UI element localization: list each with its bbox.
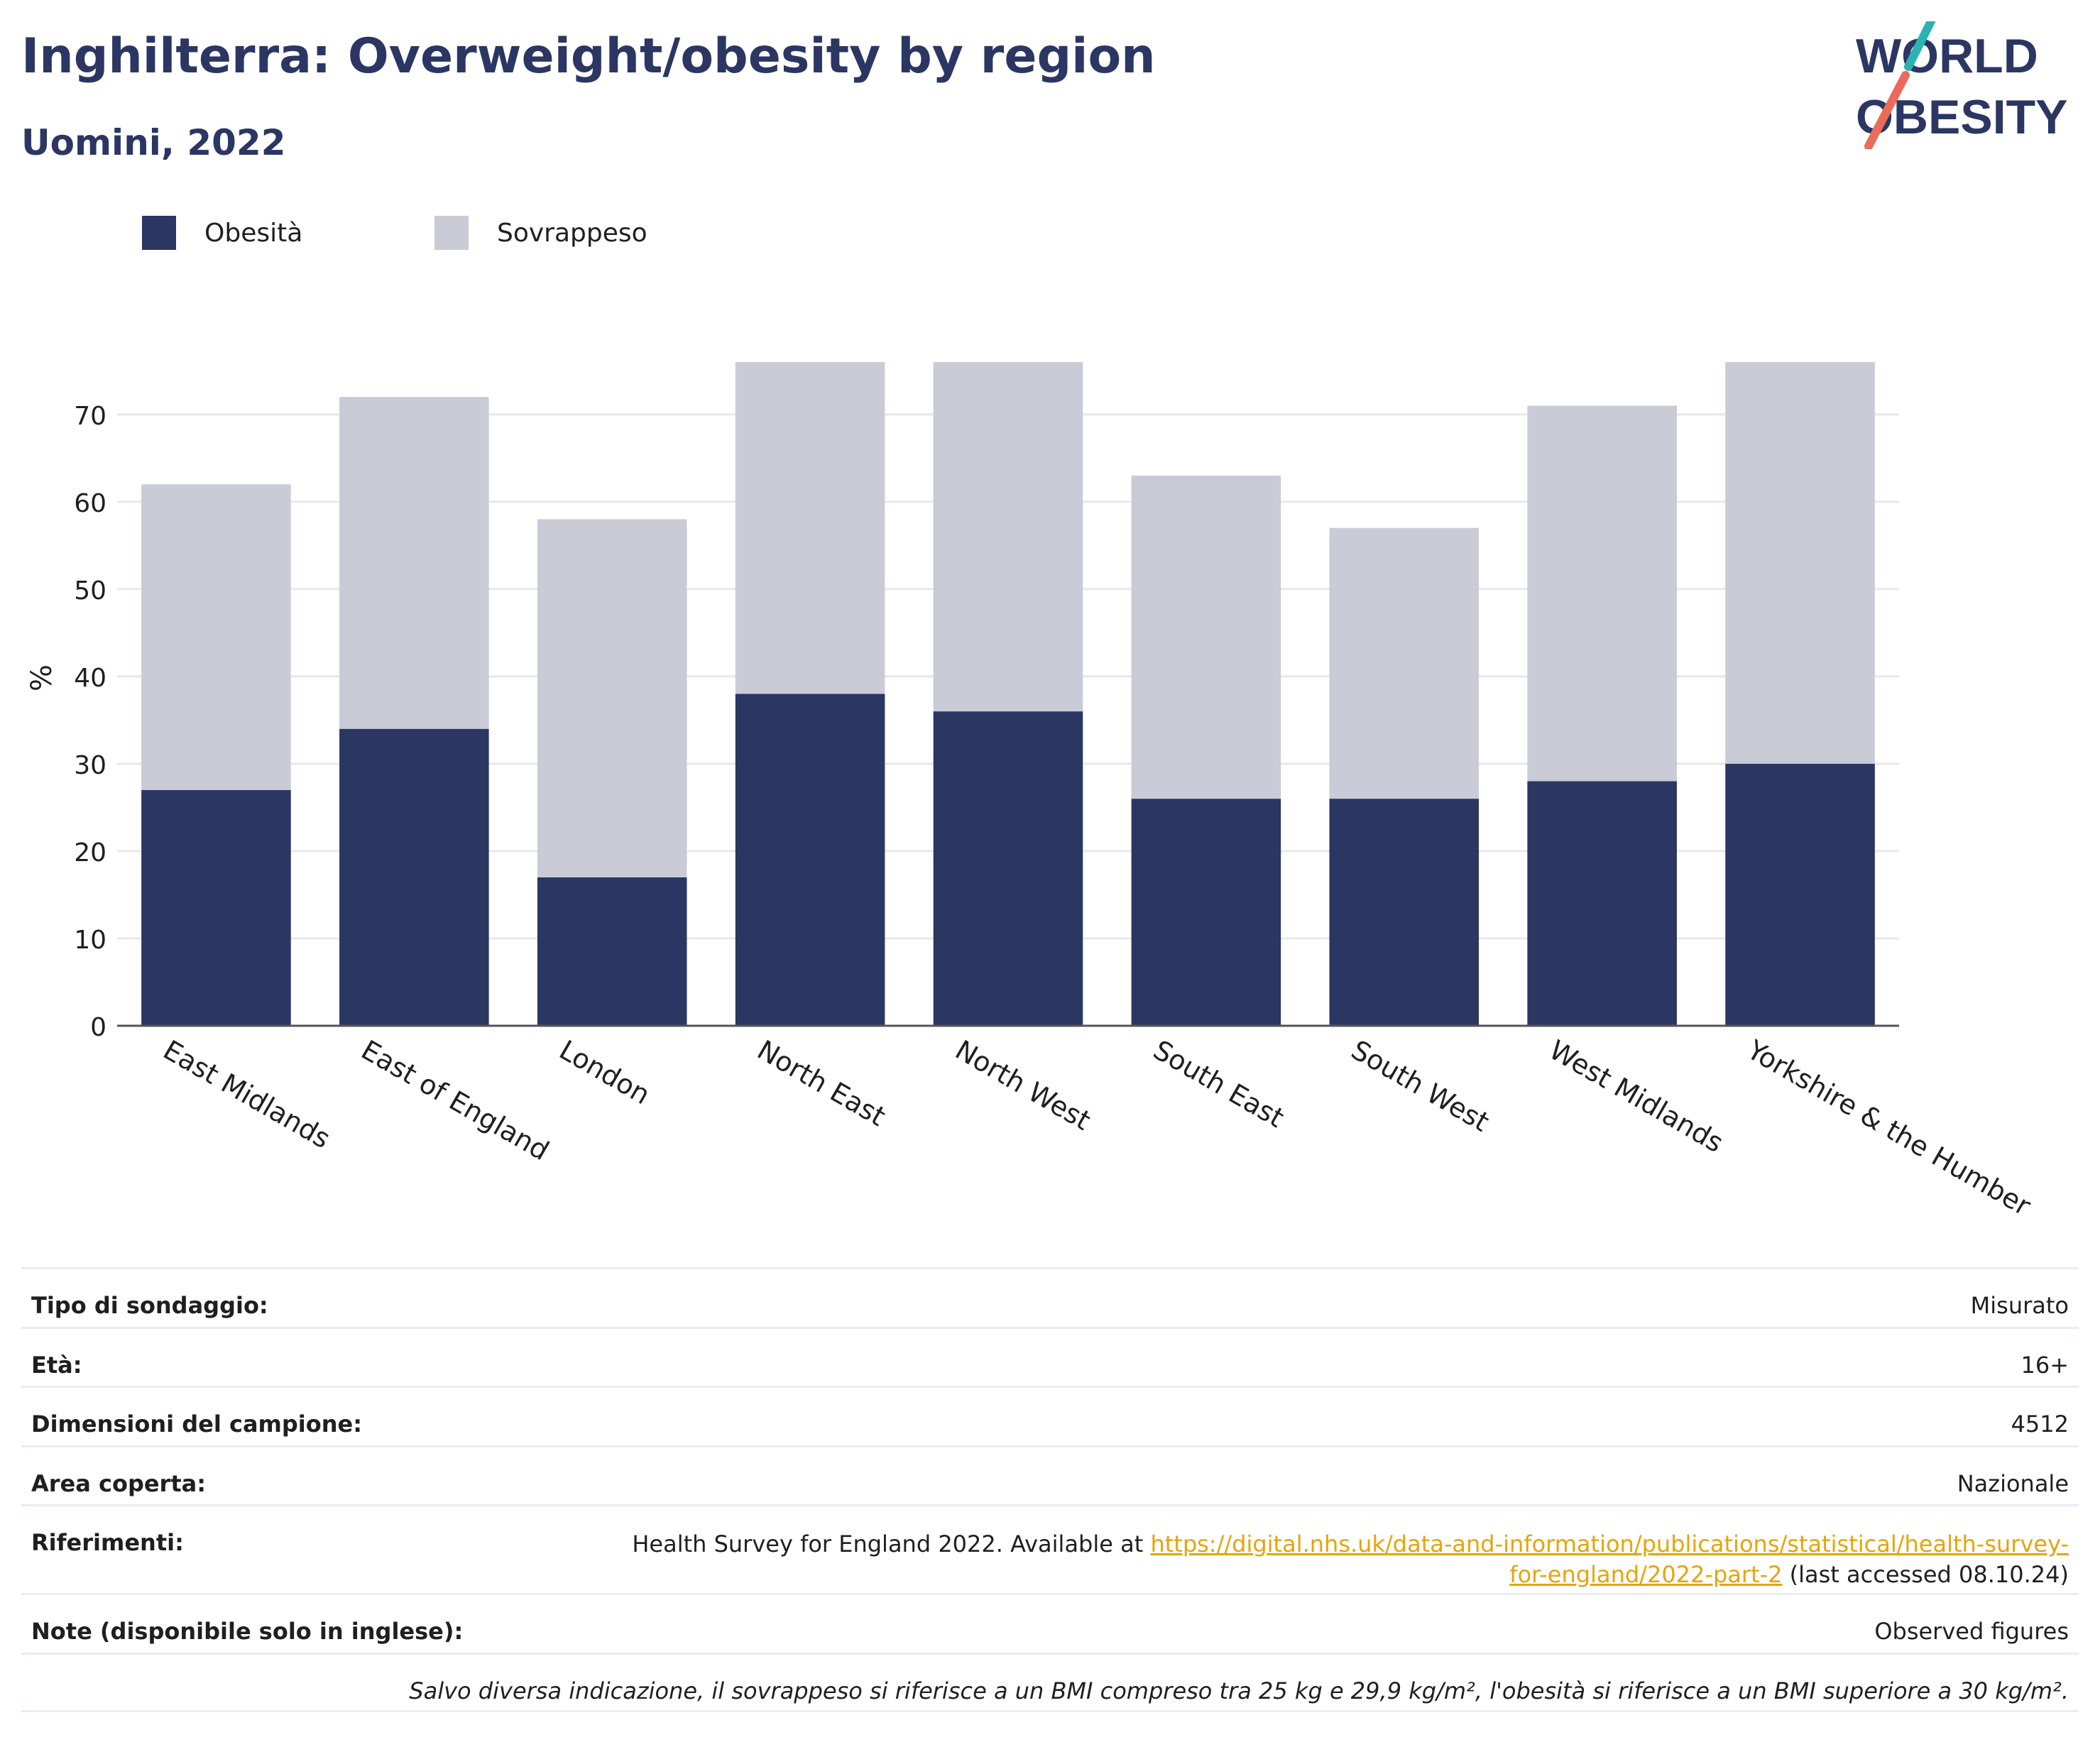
x-tick-label: East of England (356, 1034, 554, 1167)
legend-label-obesity: Obesità (204, 218, 303, 248)
chart-title: Inghilterra: Overweight/obesity by regio… (21, 28, 1156, 84)
legend-label-overweight: Sovrappeso (497, 218, 647, 248)
bar-overweight[interactable] (1725, 362, 1875, 764)
stacked-bar-chart: 0 10 20 30 40 50 60 70 East Midlands East of Engl… (26, 362, 2036, 1222)
bar-overweight[interactable] (537, 519, 687, 877)
bar-overweight[interactable] (339, 397, 489, 729)
bar-overweight[interactable] (1329, 527, 1480, 799)
bar-overweight[interactable] (735, 362, 885, 694)
age-value: 16+ (2020, 1352, 2069, 1379)
bar-obesity[interactable] (933, 711, 1083, 1026)
bar-obesity[interactable] (339, 728, 489, 1026)
info-row-area: Area coperta: Nazionale (21, 1445, 2079, 1504)
info-row-footnote: Salvo diversa indicazione, il sovrappeso… (21, 1653, 2079, 1712)
info-row-age: Età: 16+ (21, 1327, 2079, 1386)
notes-label: Note (disponibile solo in inglese): (31, 1618, 464, 1645)
y-tick-label: 20 (74, 838, 106, 867)
x-tick-label: London (554, 1034, 655, 1111)
references-value: Health Survey for England 2022. Availabl… (613, 1529, 2069, 1590)
bar-overweight[interactable] (933, 362, 1083, 712)
footnote: Salvo diversa indicazione, il sovrappeso… (409, 1677, 2069, 1704)
y-tick-label: 70 (74, 402, 106, 431)
references-link[interactable]: https://digital.nhs.uk/data-and-informat… (1150, 1530, 2069, 1589)
info-row-sample-size: Dimensioni del campione: 4512 (21, 1386, 2079, 1445)
info-table: Tipo di sondaggio: Misurato Età: 16+ Dim… (21, 1267, 2079, 1712)
references-accessed: (last accessed 08.10.24) (1782, 1561, 2069, 1589)
info-row-survey-type: Tipo di sondaggio: Misurato (21, 1267, 2079, 1327)
survey-type-label: Tipo di sondaggio: (31, 1292, 268, 1319)
bar-obesity[interactable] (141, 789, 291, 1026)
area-label: Area coperta: (31, 1470, 207, 1497)
survey-type-value: Misurato (1970, 1292, 2069, 1319)
references-text: Health Survey for England 2022. Availabl… (632, 1530, 1151, 1557)
area-value: Nazionale (1957, 1470, 2069, 1497)
y-tick-label: 50 (74, 576, 106, 606)
sample-size-label: Dimensioni del campione: (31, 1411, 363, 1437)
y-tick-label: 60 (74, 489, 106, 518)
y-tick-label: 0 (90, 1013, 106, 1042)
legend-swatch-obesity (142, 216, 176, 250)
legend-item-obesity[interactable]: Obesità (142, 212, 302, 254)
info-row-references: Riferimenti: Health Survey for England 2… (21, 1504, 2079, 1593)
x-tick-label: West Midlands (1544, 1034, 1729, 1159)
x-tick-label: Yorkshire & the Humber (1741, 1034, 2036, 1222)
y-axis-label: % (26, 664, 58, 691)
legend-item-overweight[interactable]: Sovrappeso (434, 212, 647, 254)
world-obesity-logo: WORLD OBESITY (1856, 21, 2068, 149)
info-row-notes: Note (disponibile solo in inglese): Obse… (21, 1593, 2079, 1653)
bar-overweight[interactable] (1131, 475, 1281, 799)
y-tick-label: 40 (74, 664, 106, 693)
x-tick-label: South West (1346, 1034, 1494, 1138)
chart-subtitle: Uomini, 2022 (21, 122, 286, 163)
bar-overweight[interactable] (1527, 405, 1677, 782)
bar-obesity[interactable] (1725, 763, 1875, 1026)
sample-size-value: 4512 (2011, 1411, 2069, 1437)
x-tick-label: North East (752, 1034, 891, 1132)
age-label: Età: (31, 1352, 82, 1379)
notes-value: Observed figures (1874, 1618, 2069, 1645)
bars (141, 362, 1875, 1026)
y-tick-label: 10 (74, 926, 106, 955)
svg-text:WORLD: WORLD (1856, 29, 2038, 83)
bar-obesity[interactable] (735, 694, 885, 1026)
y-tick-label: 30 (74, 751, 106, 780)
legend-swatch-overweight (434, 216, 469, 250)
x-tick-label: East Midlands (158, 1034, 336, 1155)
bar-obesity[interactable] (1329, 799, 1480, 1026)
x-tick-label: South East (1148, 1034, 1289, 1134)
bar-obesity[interactable] (537, 877, 687, 1026)
references-label: Riferimenti: (31, 1529, 184, 1556)
bar-obesity[interactable] (1131, 799, 1281, 1026)
bar-overweight[interactable] (141, 484, 291, 790)
bar-obesity[interactable] (1527, 781, 1677, 1026)
x-tick-label: North West (950, 1034, 1095, 1137)
